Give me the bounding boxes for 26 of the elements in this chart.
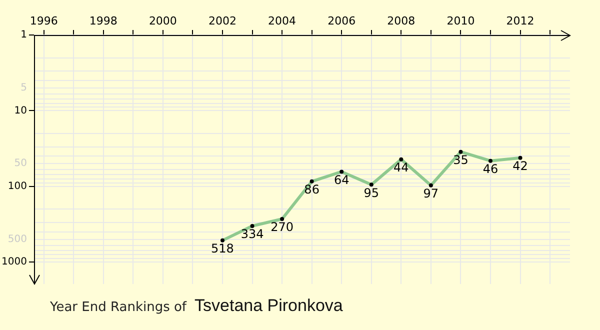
text: Year End Rankings of: [50, 300, 187, 315]
x-tick-label: 2008: [387, 14, 416, 28]
x-tick-label: 2000: [148, 14, 177, 28]
data-label: 64: [334, 172, 350, 187]
x-tick-label: 1996: [30, 14, 58, 28]
data-label: 95: [364, 186, 380, 200]
y-tick-label: 1000: [2, 256, 27, 268]
text: Tsvetana Pironkova: [194, 296, 343, 315]
data-label: 334: [240, 227, 264, 242]
y-tick-label: 100: [8, 180, 27, 192]
y-tick-label: 1: [20, 30, 27, 41]
x-tick-label: 2010: [446, 14, 475, 28]
x-tick-label: 2002: [208, 14, 236, 28]
data-label: 518: [211, 242, 234, 256]
data-label: 42: [512, 158, 528, 173]
data-label: 270: [270, 220, 294, 234]
data-label: 35: [453, 152, 468, 167]
y-tick-label: 10: [14, 105, 27, 116]
x-tick-label: 2012: [506, 14, 534, 28]
data-label: 97: [423, 186, 439, 200]
data-label: 46: [482, 162, 498, 176]
x-tick-label: 2006: [328, 14, 356, 28]
data-label: 44: [394, 160, 409, 175]
data-label: 86: [304, 182, 320, 197]
x-tick-label: 1998: [89, 14, 118, 28]
x-tick-label: 2004: [268, 14, 296, 28]
